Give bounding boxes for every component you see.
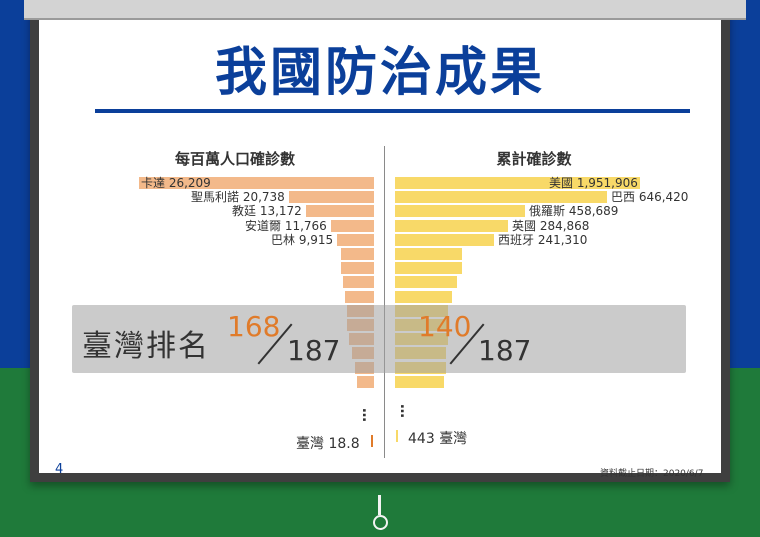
right-bar-6: [395, 248, 462, 260]
left-bar-4: [331, 220, 374, 232]
hanger-stem: [378, 495, 381, 515]
right-bar-8: [395, 276, 457, 288]
left-bar-3: [306, 205, 374, 217]
left-ellipsis: …: [359, 408, 375, 422]
ranking-overlay: [72, 305, 686, 373]
left-bar-label-4: 安道爾 11,766: [245, 219, 327, 233]
left-bar-7: [341, 262, 374, 274]
left-rank-number: 168: [227, 310, 281, 343]
left-bar-8: [343, 276, 374, 288]
right-bar-label-5: 西班牙 241,310: [498, 233, 588, 247]
right-bar-label-4: 英國 284,868: [512, 219, 590, 233]
right-taiwan-mark: [396, 430, 398, 442]
left-bar-label-1: 卡達 26,209: [141, 176, 211, 190]
right-bar-5: [395, 234, 494, 246]
left-taiwan-label: 臺灣 18.8: [296, 436, 360, 452]
right-rank-total: 187: [478, 334, 532, 367]
right-bar-4: [395, 220, 508, 232]
ranking-label: 臺灣排名: [82, 329, 210, 364]
center-divider: [384, 146, 385, 458]
left-taiwan-mark: [371, 435, 373, 447]
title-underline: [95, 109, 690, 113]
data-cutoff-note: 資料截止日期：2020/6/7: [600, 469, 704, 479]
left-bar-label-3: 教廷 13,172: [232, 204, 302, 218]
right-bar-9: [395, 291, 452, 303]
board: [39, 0, 721, 473]
left-bar-1: [139, 177, 374, 189]
hanger-ring: [373, 515, 388, 530]
right-bar-7: [395, 262, 462, 274]
right-bar-label-2: 巴西 646,420: [611, 190, 689, 204]
right-bar-1: [395, 177, 640, 189]
right-bar-label-1: 美國 1,951,906: [549, 176, 638, 190]
left-bar-9: [345, 291, 374, 303]
left-bar-15: [357, 376, 374, 388]
page-number: 4: [55, 462, 64, 477]
right-ellipsis: …: [397, 404, 413, 418]
page-title: 我國防治成果: [214, 43, 545, 103]
right-bar-label-3: 俄羅斯 458,689: [529, 204, 619, 218]
right-taiwan-label: 443 臺灣: [408, 431, 468, 447]
left-chart-title: 每百萬人口確診數: [174, 150, 295, 168]
right-bar-3: [395, 205, 525, 217]
right-chart-title: 累計確診數: [496, 150, 572, 168]
left-bar-6: [341, 248, 374, 260]
top-rail: [24, 0, 746, 20]
right-bar-2: [395, 191, 607, 203]
left-rank-total: 187: [287, 334, 341, 367]
left-bar-label-2: 聖馬利諾 20,738: [191, 190, 285, 204]
left-bar-5: [337, 234, 374, 246]
right-bar-15: [395, 376, 444, 388]
right-rank-number: 140: [418, 310, 472, 343]
left-bar-2: [289, 191, 374, 203]
left-bar-label-5: 巴林 9,915: [271, 233, 334, 247]
